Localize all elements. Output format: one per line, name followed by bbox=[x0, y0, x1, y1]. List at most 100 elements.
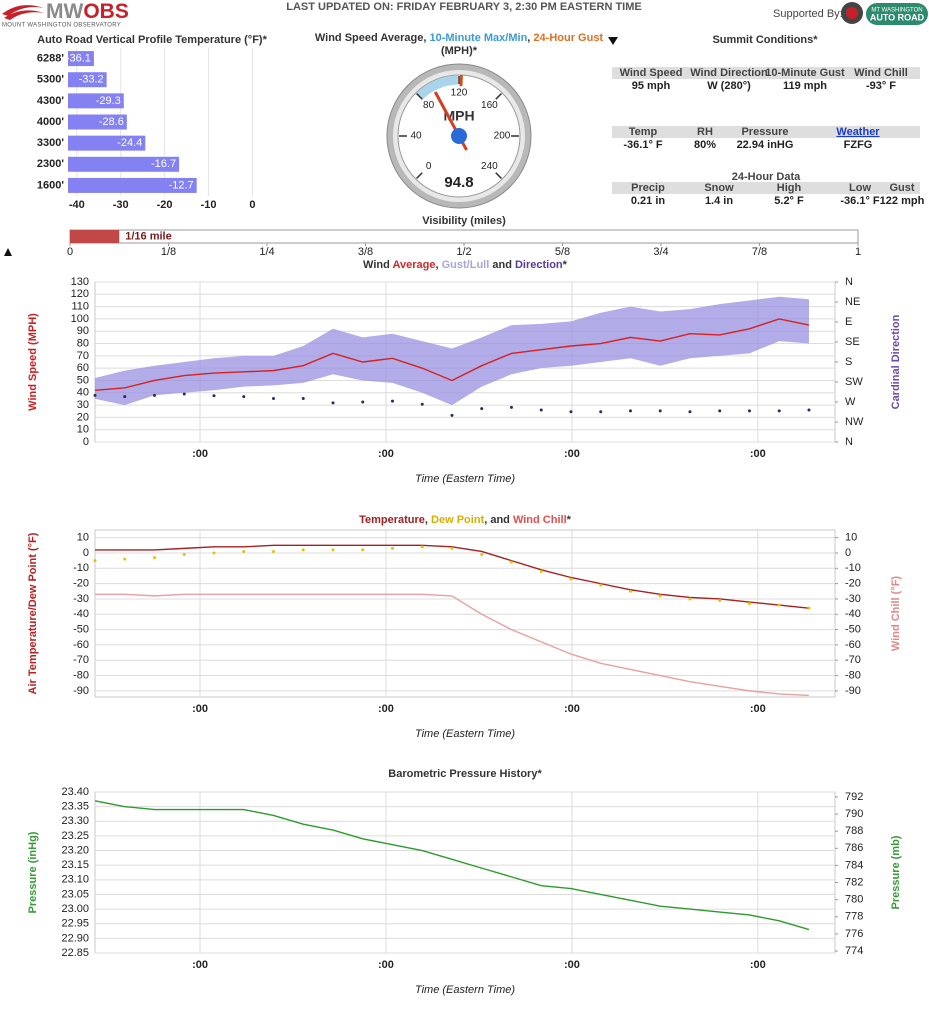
column-header: Gust bbox=[889, 182, 914, 194]
column-header: Pressure bbox=[741, 126, 788, 138]
title-part: Temperature bbox=[359, 514, 425, 526]
series-dot bbox=[420, 402, 424, 406]
series-dot bbox=[599, 410, 603, 414]
column-value: 1.4 in bbox=[705, 195, 733, 207]
y-tick-label: 22.95 bbox=[61, 918, 89, 930]
y-tick-label: 23.10 bbox=[61, 874, 89, 886]
collapse-arrow[interactable] bbox=[608, 37, 618, 45]
bar bbox=[68, 135, 146, 151]
series-dot bbox=[420, 545, 424, 549]
y2-tick-label: -40 bbox=[845, 608, 861, 620]
chart-title: Wind Average, Gust/Lull and Direction* bbox=[363, 259, 568, 271]
y2-tick-label: NW bbox=[845, 416, 864, 428]
x-tick-label: :00 bbox=[564, 448, 580, 460]
series-line bbox=[94, 318, 810, 392]
y2-tick-label: -70 bbox=[845, 654, 861, 666]
y2-tick-label: 10 bbox=[845, 532, 857, 544]
chart-title: Barometric Pressure History* bbox=[388, 768, 542, 780]
header-bar bbox=[612, 67, 920, 79]
gauge-tick-label: 120 bbox=[451, 88, 468, 99]
y-tick-label: -70 bbox=[73, 654, 89, 666]
column-header[interactable]: Weather bbox=[836, 126, 880, 138]
bar bbox=[70, 230, 120, 243]
y2-tick-label: -30 bbox=[845, 593, 861, 605]
gauge-tick-label: 200 bbox=[494, 131, 511, 142]
expand-arrow[interactable] bbox=[4, 248, 12, 256]
gauge-tick-label: 0 bbox=[426, 161, 432, 172]
bar bbox=[68, 51, 94, 67]
series-dot bbox=[242, 395, 246, 399]
series-dot bbox=[182, 392, 186, 396]
title-part: Wind Chill bbox=[513, 514, 567, 526]
series-line bbox=[95, 544, 810, 609]
series-dot bbox=[242, 549, 246, 553]
category-label: 4300' bbox=[37, 95, 64, 107]
y2-tick-label: E bbox=[845, 316, 852, 328]
y2-tick-label: -10 bbox=[845, 562, 861, 574]
header-bar bbox=[612, 126, 920, 138]
x-tick-label: :00 bbox=[564, 703, 580, 715]
y-tick-label: 80 bbox=[77, 337, 89, 349]
column-value: 95 mph bbox=[632, 80, 671, 92]
column-header: RH bbox=[697, 126, 713, 138]
series-dot bbox=[718, 598, 722, 602]
y-tick-label: 100 bbox=[71, 313, 89, 325]
column-header: Temp bbox=[629, 126, 658, 138]
logo[interactable]: MWOBS bbox=[46, 0, 129, 23]
series-dot bbox=[509, 405, 513, 409]
series-dot bbox=[450, 546, 454, 550]
category-label: 5300' bbox=[37, 74, 64, 86]
x-tick-label: :00 bbox=[378, 959, 394, 971]
x-tick-label: 5/8 bbox=[555, 246, 570, 258]
y2-tick-label: S bbox=[845, 356, 852, 368]
column-value: -36.1° F bbox=[623, 139, 663, 151]
y2-tick-label: -90 bbox=[845, 685, 861, 697]
x-tick-label: :00 bbox=[750, 703, 766, 715]
column-value: -36.1° F bbox=[840, 195, 880, 207]
y-tick-label: 90 bbox=[77, 325, 89, 337]
column-value: 5.2° F bbox=[774, 195, 804, 207]
y2-axis-label: Cardinal Direction bbox=[890, 314, 902, 409]
y2-tick-label: 784 bbox=[845, 859, 863, 871]
sponsor-badge[interactable] bbox=[866, 3, 928, 25]
y-tick-label: 20 bbox=[77, 411, 89, 423]
y-tick-label: 60 bbox=[77, 362, 89, 374]
column-header: Low bbox=[849, 182, 871, 194]
y2-tick-label: 780 bbox=[845, 894, 863, 906]
series-dot bbox=[718, 409, 722, 413]
x-tick-label: :00 bbox=[192, 959, 208, 971]
category-label: 6288' bbox=[37, 52, 64, 64]
y-tick-label: 23.35 bbox=[61, 801, 89, 813]
y-tick-label: 30 bbox=[77, 399, 89, 411]
logo-obs: OBS bbox=[83, 0, 129, 23]
series-dot bbox=[390, 399, 394, 403]
category-label: 2300' bbox=[37, 158, 64, 170]
series-dot bbox=[271, 549, 275, 553]
logo-subtitle: MOUNT WASHINGTON OBSERVATORY bbox=[2, 23, 121, 29]
y-tick-label: 22.85 bbox=[61, 947, 89, 959]
x-axis-label: Time (Eastern Time) bbox=[415, 984, 515, 996]
y2-tick-label: 792 bbox=[845, 791, 863, 803]
gauge-band bbox=[416, 75, 459, 100]
gauge-tick-label: 160 bbox=[481, 100, 498, 111]
x-tick-label: 0 bbox=[67, 246, 73, 258]
column-header: Snow bbox=[704, 182, 734, 194]
series-dot bbox=[628, 589, 632, 593]
y-tick-label: -50 bbox=[73, 623, 89, 635]
series-dot bbox=[271, 396, 275, 400]
title-part: Direction bbox=[515, 259, 563, 271]
y-axis-label: Wind Speed (MPH) bbox=[27, 313, 39, 411]
bar bbox=[68, 156, 180, 172]
y-axis-label: Pressure (inHg) bbox=[27, 831, 39, 913]
column-value: 119 mph bbox=[783, 80, 827, 92]
x-tick-label: -10 bbox=[201, 199, 217, 211]
series-dot bbox=[450, 413, 454, 417]
logo-swoosh bbox=[4, 10, 44, 20]
y2-tick-label: 774 bbox=[845, 945, 863, 957]
x-tick-label: :00 bbox=[750, 959, 766, 971]
y-axis-label: Air Temperature/Dew Point (°F) bbox=[27, 532, 39, 694]
series-dot bbox=[331, 401, 335, 405]
series-dot bbox=[599, 583, 603, 587]
